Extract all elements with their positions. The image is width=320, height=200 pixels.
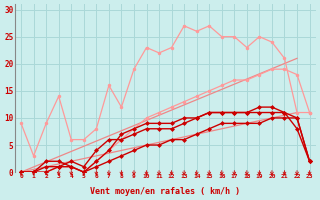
X-axis label: Vent moyen/en rafales ( km/h ): Vent moyen/en rafales ( km/h ) [90,187,240,196]
